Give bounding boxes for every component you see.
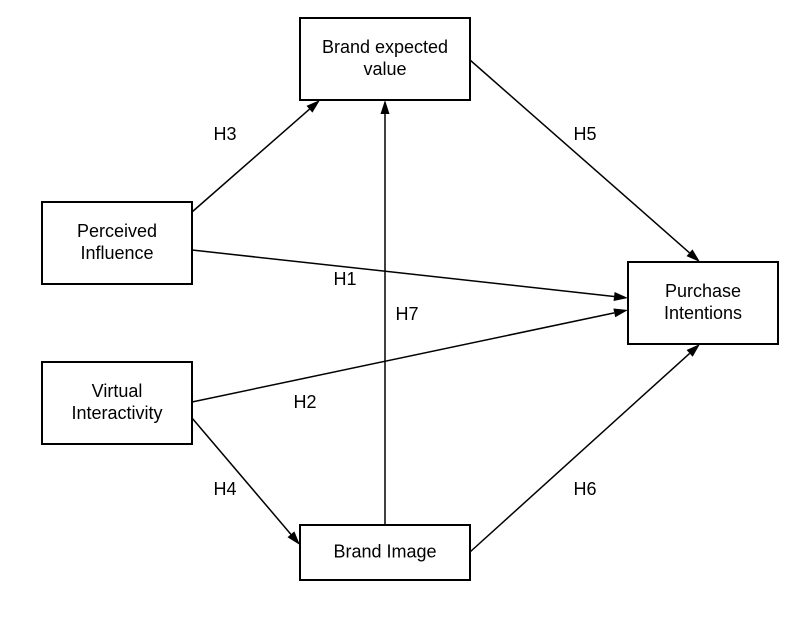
- edge-label-h1: H1: [333, 269, 356, 289]
- node-virtual-interactivity: VirtualInteractivity: [42, 362, 192, 444]
- edge-label-h6: H6: [573, 479, 596, 499]
- node-label: Purchase: [665, 281, 741, 301]
- node-label: Perceived: [77, 221, 157, 241]
- node-brand-image: Brand Image: [300, 525, 470, 580]
- node-brand-expected-value: Brand expectedvalue: [300, 18, 470, 100]
- node-label: Influence: [80, 243, 153, 263]
- edge-label-h7: H7: [395, 304, 418, 324]
- node-purchase-intentions: PurchaseIntentions: [628, 262, 778, 344]
- node-label: value: [363, 59, 406, 79]
- node-label: Brand Image: [333, 541, 436, 561]
- edge-h4: [192, 418, 300, 545]
- edge-label-h5: H5: [573, 124, 596, 144]
- edge-label-h3: H3: [213, 124, 236, 144]
- edge-h3: [192, 100, 320, 212]
- edge-label-h4: H4: [213, 479, 236, 499]
- node-perceived-influence: PerceivedInfluence: [42, 202, 192, 284]
- edges-layer: [192, 60, 700, 552]
- node-label: Brand expected: [322, 37, 448, 57]
- structural-model-diagram: PerceivedInfluence VirtualInteractivity Br…: [0, 0, 800, 638]
- edge-h6: [470, 344, 700, 552]
- edge-h5: [470, 60, 700, 262]
- node-label: Virtual: [92, 381, 143, 401]
- edge-h1: [192, 250, 628, 301]
- edge-labels-layer: H3 H1 H2 H4 H5 H6 H7: [213, 124, 596, 499]
- edge-h7: [381, 100, 390, 525]
- node-label: Interactivity: [71, 403, 162, 423]
- edge-label-h2: H2: [293, 392, 316, 412]
- node-label: Intentions: [664, 303, 742, 323]
- nodes-layer: PerceivedInfluence VirtualInteractivity Br…: [42, 18, 778, 580]
